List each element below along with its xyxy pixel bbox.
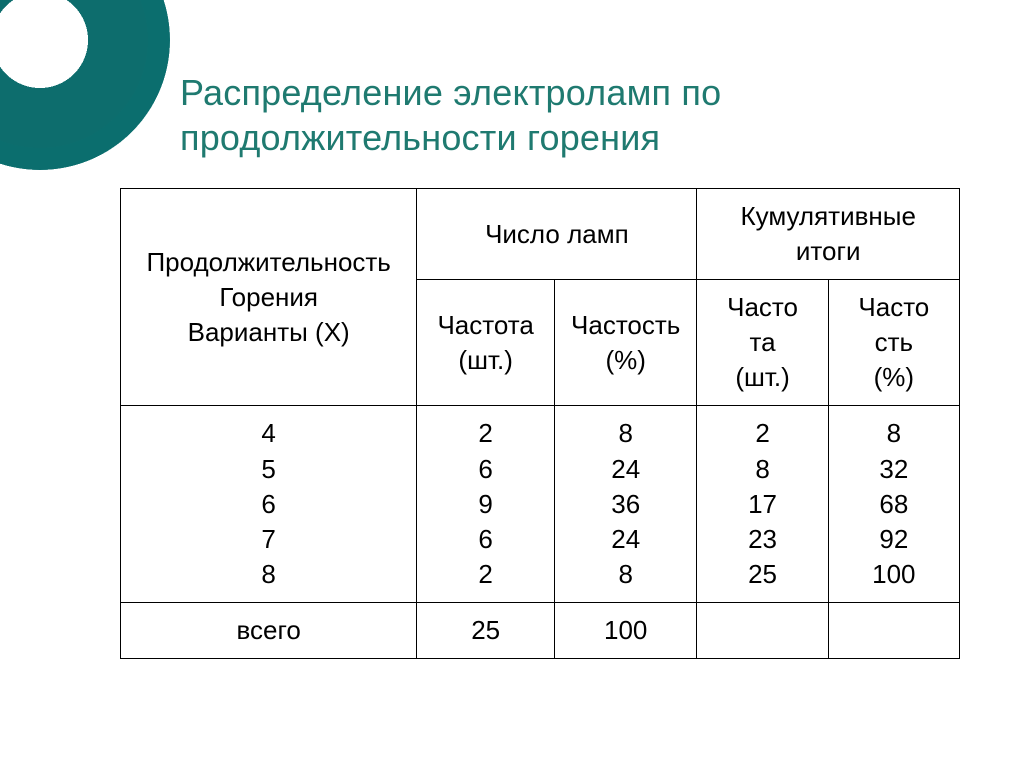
data-freq-pct: 8 24 36 24 8: [554, 406, 696, 602]
total-cumfreq-pct: [828, 602, 959, 658]
total-cumfreq-abs: [697, 602, 828, 658]
subheader-cumfreq-pct: Часто сть (%): [828, 280, 959, 406]
data-cumfreq-pct: 8 32 68 92 100: [828, 406, 959, 602]
data-cumfreq-abs: 2 8 17 23 25: [697, 406, 828, 602]
header-lamp-count: Число ламп: [417, 189, 697, 280]
total-freq-pct: 100: [554, 602, 696, 658]
slide-title: Распределение электроламп по продолжител…: [180, 70, 964, 160]
data-x-values: 4 5 6 7 8: [121, 406, 417, 602]
total-label: всего: [121, 602, 417, 658]
distribution-table: Продолжительность Горения Варианты (X) Ч…: [120, 188, 960, 659]
header-cumulative: Кумулятивные итоги: [697, 189, 960, 280]
data-freq-abs: 2 6 9 6 2: [417, 406, 555, 602]
subheader-cumfreq-abs: Часто та (шт.): [697, 280, 828, 406]
subheader-freq-abs: Частота (шт.): [417, 280, 555, 406]
subheader-freq-pct: Частость (%): [554, 280, 696, 406]
corner-decoration: [0, 0, 170, 170]
total-freq-abs: 25: [417, 602, 555, 658]
header-variants: Продолжительность Горения Варианты (X): [121, 189, 417, 406]
slide: Распределение электроламп по продолжител…: [0, 0, 1024, 768]
